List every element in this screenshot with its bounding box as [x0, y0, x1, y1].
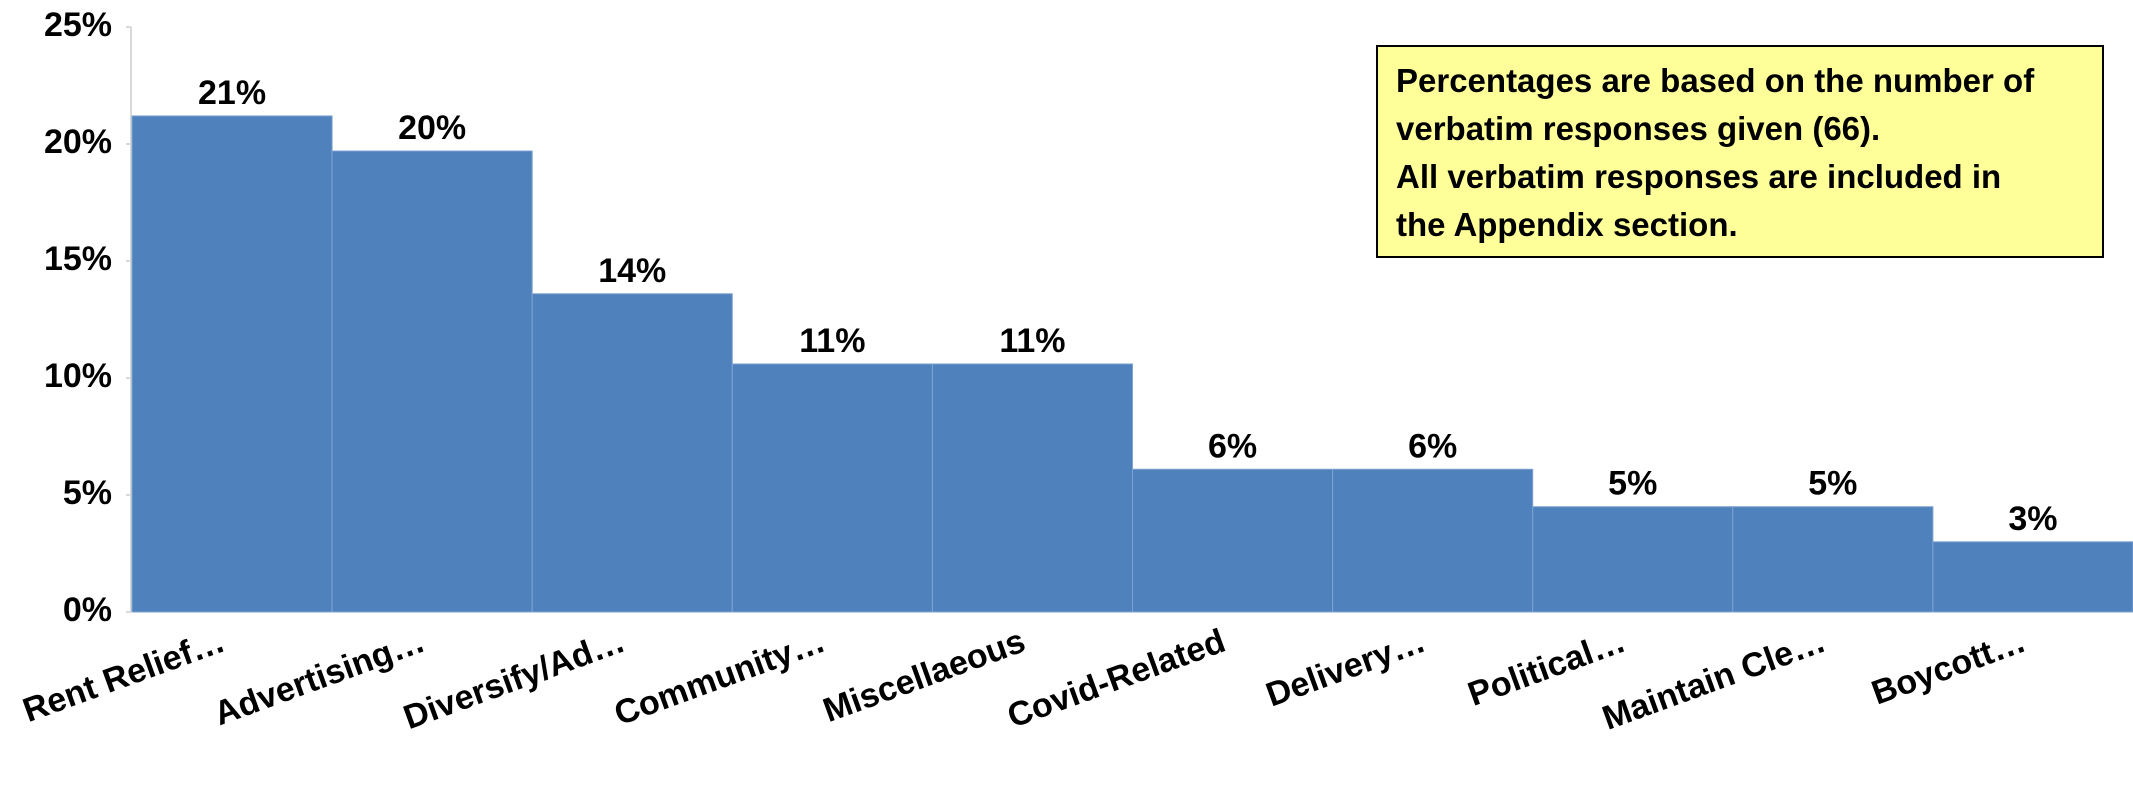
data-label: 20%: [398, 109, 466, 147]
y-tick-label: 15%: [44, 240, 112, 278]
bar: [1132, 468, 1334, 613]
x-tick-label: Advertising…: [209, 622, 430, 733]
y-tick-label: 25%: [44, 6, 112, 44]
y-tick-label: 10%: [44, 357, 112, 395]
y-tick-label: 20%: [44, 123, 112, 161]
data-label: 5%: [1808, 465, 1857, 503]
x-tick-label: Maintain Cle…: [1597, 622, 1830, 738]
data-label: 6%: [1408, 427, 1457, 465]
data-label: 5%: [1608, 465, 1657, 503]
x-tick-label: Boycott…: [1867, 622, 2031, 713]
annotation-text: Percentages are based on the number of: [1396, 62, 2035, 99]
data-label: 21%: [198, 74, 266, 112]
bar: [1332, 468, 1534, 613]
data-label: 11%: [799, 322, 865, 360]
bar: [1732, 506, 1934, 613]
x-tick-label: Community…: [609, 622, 830, 733]
x-tick-label: Rent Relief…: [18, 622, 230, 730]
bar: [731, 363, 933, 613]
bar: [131, 115, 333, 613]
annotation-box: [1376, 45, 2104, 258]
x-tick-label: Delivery…: [1261, 622, 1430, 715]
bar: [1532, 506, 1734, 613]
data-label: 11%: [999, 322, 1065, 360]
y-tick-label: 5%: [63, 474, 112, 512]
annotation-text: verbatim responses given (66).: [1396, 110, 1880, 147]
bar: [331, 150, 533, 613]
data-label: 14%: [598, 252, 666, 290]
data-label: 3%: [2008, 500, 2057, 538]
x-tick-label: Covid-Related: [1002, 622, 1230, 736]
y-tick-label: 0%: [63, 591, 112, 629]
bar: [931, 363, 1134, 613]
annotation-text: the Appendix section.: [1396, 206, 1738, 243]
data-label: 6%: [1208, 427, 1257, 465]
bar: [531, 293, 733, 613]
annotation-text: All verbatim responses are included in: [1396, 158, 2001, 195]
x-tick-label: Miscellaeous: [818, 622, 1030, 730]
bar: [1932, 541, 2133, 613]
x-tick-label: Diversify/Ad…: [399, 622, 630, 737]
